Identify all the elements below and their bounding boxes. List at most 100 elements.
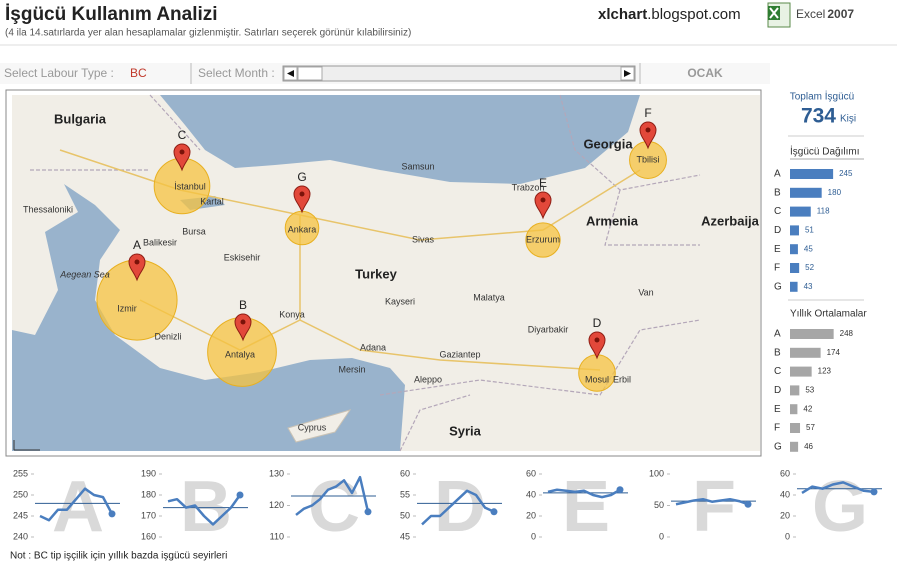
bar — [790, 169, 834, 179]
map-pin — [534, 191, 552, 220]
bar — [790, 225, 799, 236]
map-pin-dot — [134, 259, 140, 265]
value-label: 57 — [806, 423, 815, 432]
bar — [790, 206, 811, 217]
category-label: C — [774, 206, 781, 217]
last-point — [364, 508, 372, 516]
map-label: İstanbul — [174, 181, 206, 191]
labour-value[interactable]: BC — [130, 66, 147, 80]
last-point — [616, 486, 624, 494]
site-rest: .blogspot.com — [647, 6, 740, 23]
y-tick-label: 0 — [531, 531, 536, 541]
y-tick-label: 130 — [269, 468, 284, 478]
map-point-label: A — [133, 238, 141, 252]
value-label: 53 — [805, 386, 814, 395]
map-label: Samsun — [401, 161, 434, 171]
map-label: Erbil — [613, 374, 631, 384]
y-tick-label: 0 — [659, 531, 664, 541]
map-label: Turkey — [355, 266, 397, 281]
summary-unit: Kişi — [840, 114, 856, 125]
map-label: Syria — [449, 423, 482, 438]
map-pin-dot — [645, 127, 651, 133]
map-point-label: D — [593, 316, 602, 330]
category-label: G — [774, 281, 782, 292]
map-label: Armenia — [586, 213, 639, 228]
bar — [790, 404, 798, 415]
y-tick-label: 60 — [526, 468, 536, 478]
map-label: Izmir — [117, 303, 137, 313]
chart-title: İşgücü Dağılımı — [790, 145, 859, 158]
value-label: 45 — [804, 244, 813, 253]
y-tick-label: 110 — [270, 531, 284, 541]
sparkline-letter: A — [52, 467, 104, 547]
y-tick-label: 40 — [526, 489, 536, 499]
category-label: D — [774, 385, 781, 396]
bar — [790, 244, 798, 255]
y-tick-label: 120 — [269, 500, 284, 510]
map-label: Kayseri — [385, 296, 415, 306]
value-label: 51 — [805, 226, 814, 235]
map-label: Thessaloniki — [23, 204, 73, 214]
map-label: Mosul — [585, 374, 609, 384]
y-tick-label: 60 — [780, 468, 790, 478]
value-label: 123 — [818, 367, 832, 376]
map-label: Trabzon — [512, 182, 545, 192]
value-label: 248 — [840, 329, 854, 338]
map-label: Ankara — [288, 224, 317, 234]
product-version: 2007 — [827, 7, 854, 21]
map-label: Erzurum — [526, 234, 560, 244]
map-label: Azerbaija — [701, 213, 760, 228]
summary-label: Toplam İşgücü — [790, 90, 854, 103]
last-point — [490, 508, 498, 516]
sparkline — [547, 488, 621, 499]
map-label: Cyprus — [298, 422, 327, 432]
map-label: Bulgaria — [54, 111, 107, 126]
value-label: 174 — [827, 348, 841, 357]
sparkline — [167, 494, 242, 526]
map-label: Antalya — [225, 349, 255, 359]
category-label: A — [774, 329, 781, 340]
map-bubble — [578, 354, 616, 392]
bar — [790, 329, 834, 339]
category-label: D — [774, 225, 781, 236]
map-point-label: G — [297, 170, 306, 184]
value-label: 52 — [805, 263, 814, 272]
category-label: A — [774, 169, 781, 180]
last-point — [870, 488, 878, 496]
map-label: Bursa — [182, 226, 206, 236]
month-label: Select Month : — [198, 66, 275, 80]
category-label: E — [774, 244, 781, 255]
sparkline-letter: C — [308, 467, 360, 547]
chart-title: Yıllık Ortalamalar — [790, 309, 867, 320]
sparkline-letter: F — [692, 467, 736, 547]
map-label: Mersin — [338, 364, 365, 374]
map-bubble — [525, 222, 561, 258]
map-label: Malatya — [473, 292, 505, 302]
value-label: 43 — [804, 282, 813, 291]
map-label: Eskisehir — [224, 252, 261, 262]
y-tick-label: 0 — [785, 531, 790, 541]
bar — [790, 366, 812, 377]
category-label: F — [774, 423, 780, 434]
product-name: Excel — [796, 7, 825, 21]
y-tick-label: 60 — [400, 468, 410, 478]
category-label: F — [774, 263, 780, 274]
map-point-label: B — [239, 298, 247, 312]
bar — [790, 385, 800, 396]
value-label: 118 — [817, 207, 830, 216]
value-label: 46 — [804, 442, 813, 451]
month-value: OCAK — [687, 66, 723, 80]
map-pin — [639, 121, 657, 150]
month-scrollbar[interactable] — [282, 65, 636, 82]
map-label: Gaziantep — [439, 349, 480, 359]
map-label: Denizli — [154, 331, 181, 341]
y-tick-label: 20 — [780, 510, 790, 520]
last-point — [744, 500, 752, 508]
map-label: Kartal — [200, 196, 224, 206]
map-label: Adana — [360, 342, 386, 352]
category-label: E — [774, 404, 781, 415]
map-label: Balikesir — [143, 237, 177, 247]
y-tick-label: 245 — [13, 510, 28, 520]
last-point — [108, 510, 116, 518]
sparkline — [801, 481, 875, 494]
